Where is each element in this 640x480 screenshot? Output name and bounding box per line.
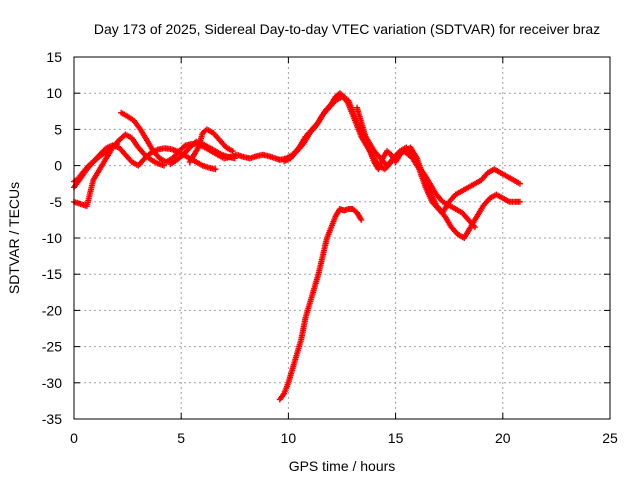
y-tick-label: -20	[42, 302, 62, 318]
x-tick-label: 10	[281, 430, 297, 446]
y-axis-label: SDTVAR / TECUs	[6, 182, 22, 294]
x-axis-label: GPS time / hours	[289, 458, 396, 474]
series-track-i	[354, 104, 478, 231]
data-point	[229, 148, 236, 155]
x-tick-label: 25	[602, 430, 618, 446]
x-tick-label: 5	[177, 430, 185, 446]
series-track-f	[186, 126, 236, 165]
y-tick-label: 10	[46, 85, 62, 101]
y-tick-label: -30	[42, 375, 62, 391]
plot-frame	[73, 56, 611, 420]
grid	[74, 57, 610, 419]
series-track-c	[71, 140, 120, 185]
y-tick-label: -35	[42, 411, 62, 427]
data-point	[231, 155, 238, 162]
y-tick-label: 15	[46, 49, 62, 65]
tick-labels: 0 5 10 15 20 25 15 10 5 0 -5 -10 -15 -20 -25 -30 -35	[42, 49, 618, 446]
series-track-e	[167, 138, 238, 168]
data-point	[516, 198, 523, 205]
x-tick-label: 15	[388, 430, 404, 446]
chart-title: Day 173 of 2025, Sidereal Day-to-day VTE…	[94, 21, 600, 37]
y-tick-label: 0	[54, 158, 62, 174]
data-point	[358, 216, 365, 223]
y-tick-label: 5	[54, 121, 62, 137]
data-marks	[71, 90, 523, 403]
series-track-j	[276, 206, 365, 403]
y-tick-label: -25	[42, 339, 62, 355]
x-tick-label: 20	[495, 430, 511, 446]
series-track-h	[281, 93, 523, 241]
data-point	[212, 166, 219, 173]
data-point	[113, 140, 120, 147]
y-tick-label: -10	[42, 230, 62, 246]
data-point	[471, 224, 478, 231]
x-tick-label: 0	[70, 430, 78, 446]
data-point	[516, 180, 523, 187]
y-tick-label: -5	[50, 194, 63, 210]
y-tick-label: -15	[42, 266, 62, 282]
